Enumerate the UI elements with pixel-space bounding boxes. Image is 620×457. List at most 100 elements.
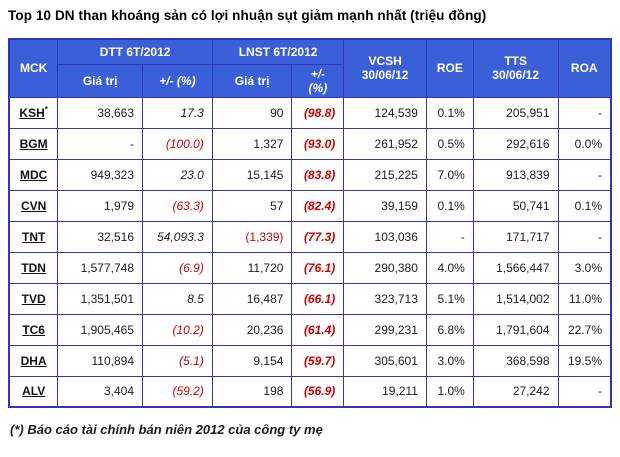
lnst-value-cell: 9,154 (211, 344, 293, 377)
lnst-pct-cell: (98.8) (291, 96, 345, 129)
roe-cell: 3.0% (425, 344, 474, 377)
ticker-link[interactable]: MDC (19, 167, 48, 182)
lnst-value-cell: 11,720 (211, 251, 293, 284)
roe-cell: 0.1% (425, 189, 474, 222)
dtt-pct-cell: 8.5 (142, 282, 213, 315)
table-row: TVD 1,351,501 8.5 16,487 (66.1) 323,713 … (8, 282, 612, 315)
roe-cell: 7.0% (425, 158, 474, 191)
ticker-link[interactable]: TNT (21, 229, 46, 244)
roe-cell: 0.1% (425, 96, 474, 129)
roa-cell: - (557, 158, 612, 191)
col-header-lnst-pct-line2: (%) (308, 80, 328, 95)
vcsh-cell: 290,380 (343, 251, 427, 284)
lnst-value-cell: 57 (211, 189, 293, 222)
col-header-vcsh: VCSH 30/06/12 (343, 38, 427, 98)
dtt-value-cell: 3,404 (57, 375, 144, 408)
tts-cell: 368,598 (472, 344, 559, 377)
tts-cell: 171,717 (472, 220, 559, 253)
col-header-lnst-pct: +/- (%) (291, 63, 345, 98)
roa-cell: 11.0% (557, 282, 612, 315)
roa-cell: - (557, 220, 612, 253)
roe-cell: 0.5% (425, 127, 474, 160)
table-row: CVN 1,979 (63.3) 57 (82.4) 39,159 0.1% 5… (8, 189, 612, 222)
tts-cell: 1,566,447 (472, 251, 559, 284)
lnst-value-cell: 15,145 (211, 158, 293, 191)
col-header-lnst-value: Giá trị (211, 63, 293, 98)
dtt-pct-cell: (59.2) (142, 375, 213, 408)
dtt-value-cell: 32,516 (57, 220, 144, 253)
ticker-cell[interactable]: BGM (8, 127, 59, 160)
lnst-pct-cell: (61.4) (291, 313, 345, 346)
lnst-value-cell: (1,339) (211, 220, 293, 253)
vcsh-cell: 215,225 (343, 158, 427, 191)
lnst-pct-cell: (56.9) (291, 375, 345, 408)
page-title: Top 10 DN than khoáng sản có lợi nhuận s… (8, 8, 487, 23)
col-header-tts-line2: 30/06/12 (492, 68, 540, 83)
col-header-vcsh-line2: 30/06/12 (361, 68, 409, 83)
ticker-cell[interactable]: CVN (8, 189, 59, 222)
ticker-link[interactable]: TDN (21, 260, 46, 275)
ticker-cell[interactable]: MDC (8, 158, 59, 191)
ticker-cell[interactable]: TVD (8, 282, 59, 315)
tts-cell: 292,616 (472, 127, 559, 160)
table-row: ALV 3,404 (59.2) 198 (56.9) 19,211 1.0% … (8, 375, 612, 408)
ticker-cell[interactable]: KSH* (8, 96, 59, 129)
col-header-mck: MCK (8, 38, 59, 98)
dtt-value-cell: 1,351,501 (57, 282, 144, 315)
lnst-pct-cell: (76.1) (291, 251, 345, 284)
roa-cell: - (557, 375, 612, 408)
ticker-link[interactable]: CVN (20, 198, 47, 213)
vcsh-cell: 19,211 (343, 375, 427, 408)
col-header-vcsh-line1: VCSH (368, 54, 402, 69)
lnst-pct-cell: (93.0) (291, 127, 345, 160)
ticker-cell[interactable]: TNT (8, 220, 59, 253)
vcsh-cell: 323,713 (343, 282, 427, 315)
roe-cell: - (425, 220, 474, 253)
vcsh-cell: 305,601 (343, 344, 427, 377)
top10-table: MCK DTT 6T/2012 LNST 6T/2012 VCSH 30/06/… (8, 38, 612, 408)
dtt-pct-cell: (5.1) (142, 344, 213, 377)
dtt-pct-cell: (10.2) (142, 313, 213, 346)
roa-cell: 0.1% (557, 189, 612, 222)
lnst-pct-cell: (82.4) (291, 189, 345, 222)
ticker-cell[interactable]: TC6 (8, 313, 59, 346)
roa-cell: 3.0% (557, 251, 612, 284)
table-row: TNT 32,516 54,093.3 (1,339) (77.3) 103,0… (8, 220, 612, 253)
roe-cell: 5.1% (425, 282, 474, 315)
dtt-value-cell: 110,894 (57, 344, 144, 377)
ticker-cell[interactable]: TDN (8, 251, 59, 284)
tts-cell: 27,242 (472, 375, 559, 408)
roe-cell: 4.0% (425, 251, 474, 284)
ticker-link[interactable]: TVD (21, 291, 46, 306)
col-header-roe: ROE (425, 38, 474, 98)
ticker-footnote-mark: * (44, 104, 48, 114)
ticker-link[interactable]: ALV (22, 384, 46, 399)
col-header-tts-line1: TTS (504, 54, 527, 69)
ticker-cell[interactable]: DHA (8, 344, 59, 377)
ticker-link[interactable]: TC6 (22, 322, 45, 337)
roa-cell: 19.5% (557, 344, 612, 377)
lnst-value-cell: 90 (211, 96, 293, 129)
footnote: (*) Báo cáo tài chính bán niên 2012 của … (10, 422, 323, 437)
ticker-link[interactable]: KSH (19, 105, 45, 120)
col-header-lnst-pct-line1: +/- (310, 66, 326, 81)
tts-cell: 205,951 (472, 96, 559, 129)
table-row: MDC 949,323 23.0 15,145 (83.8) 215,225 7… (8, 158, 612, 191)
dtt-value-cell: 949,323 (57, 158, 144, 191)
dtt-value-cell: 1,979 (57, 189, 144, 222)
ticker-link[interactable]: BGM (19, 136, 48, 151)
col-header-dtt-pct: +/- (%) (142, 63, 213, 98)
dtt-pct-cell: 23.0 (142, 158, 213, 191)
lnst-pct-cell: (83.8) (291, 158, 345, 191)
ticker-cell[interactable]: ALV (8, 375, 59, 408)
roe-cell: 6.8% (425, 313, 474, 346)
roe-cell: 1.0% (425, 375, 474, 408)
ticker-link[interactable]: DHA (20, 353, 47, 368)
roa-cell: - (557, 96, 612, 129)
col-header-tts: TTS 30/06/12 (472, 38, 559, 98)
table-body: KSH* 38,663 17.3 90 (98.8) 124,539 0.1% … (8, 96, 612, 408)
vcsh-cell: 299,231 (343, 313, 427, 346)
lnst-pct-cell: (59.7) (291, 344, 345, 377)
lnst-value-cell: 16,487 (211, 282, 293, 315)
